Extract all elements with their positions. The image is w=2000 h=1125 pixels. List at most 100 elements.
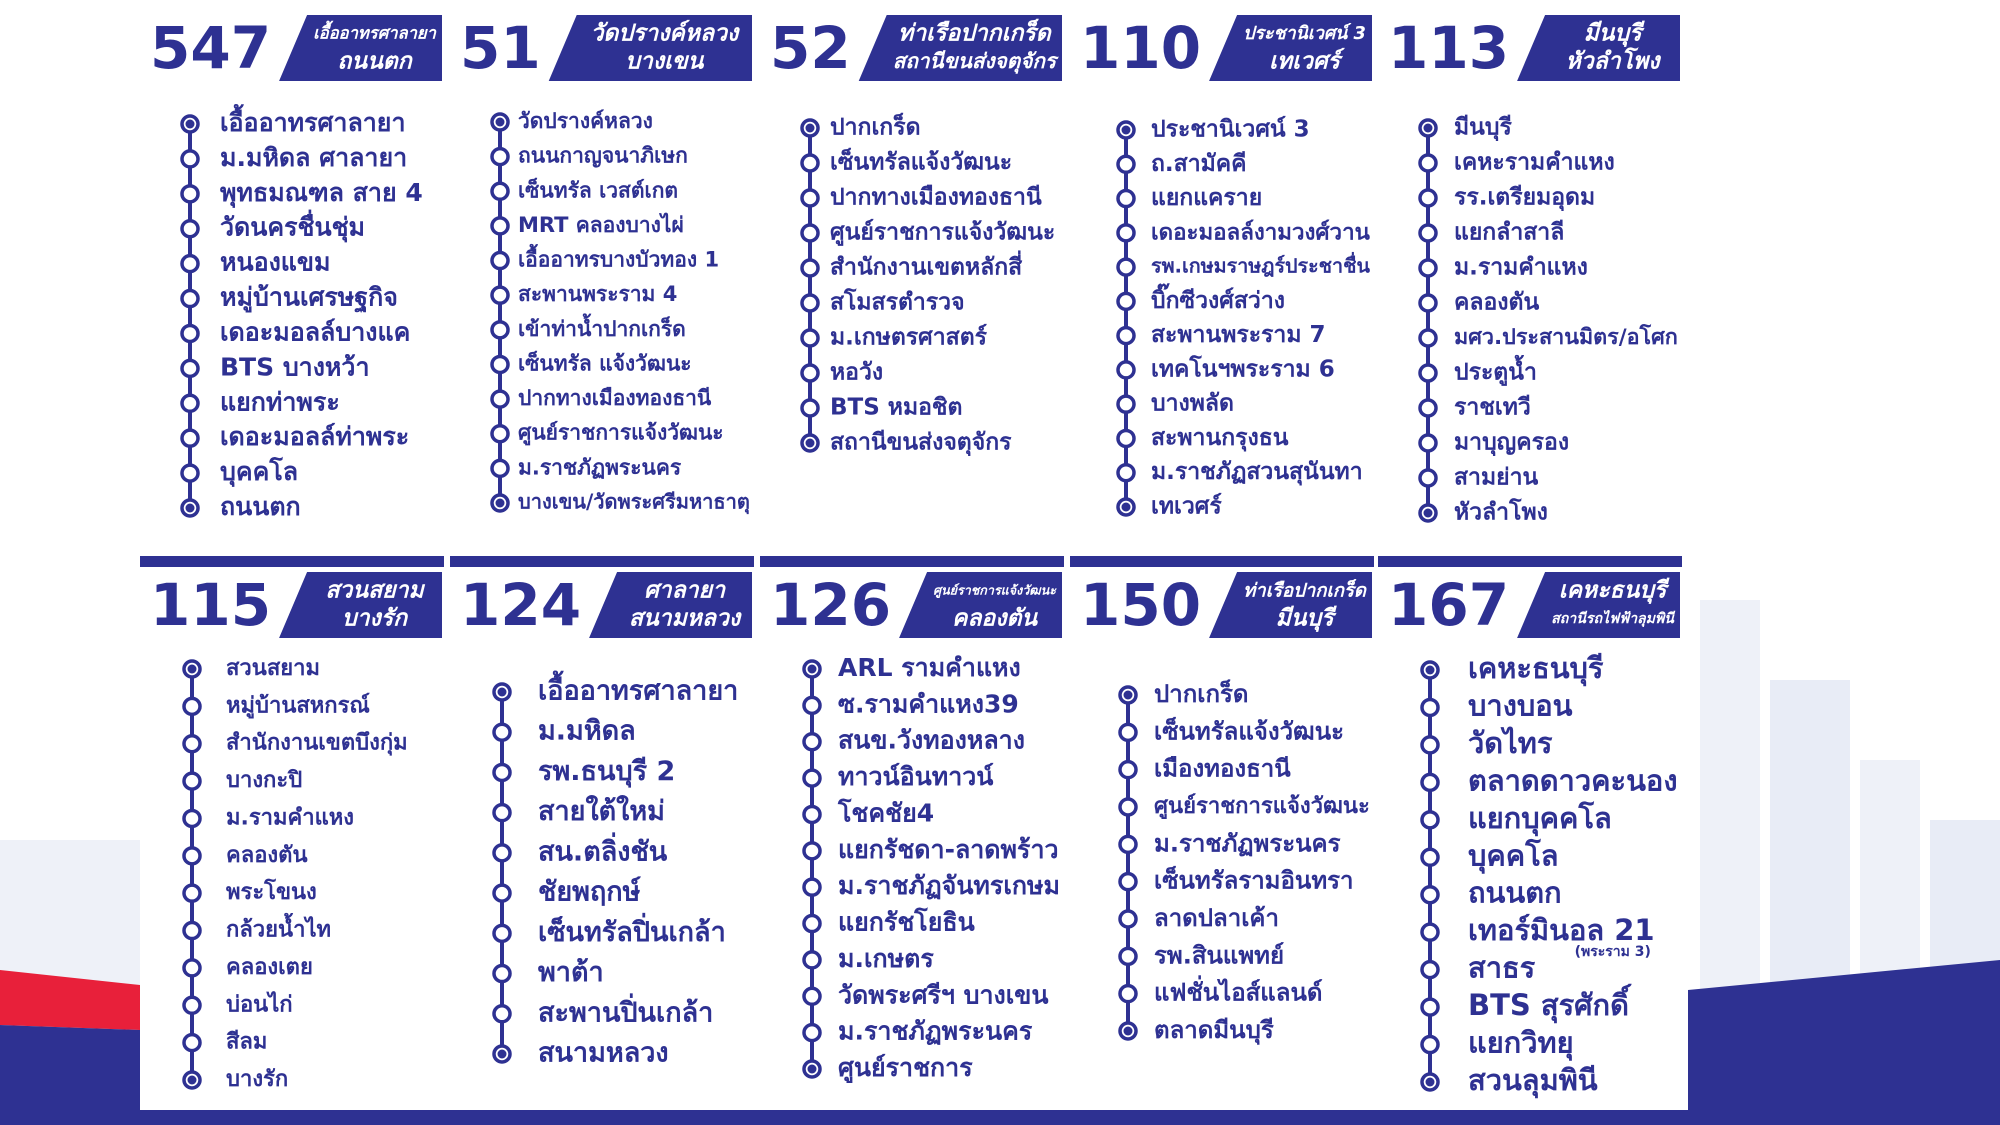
stop-name: บุคคโล bbox=[1468, 837, 1559, 873]
stop-dot bbox=[180, 428, 200, 448]
header-badge bbox=[1209, 572, 1372, 638]
stop-name: ถนนกาญจนาภิเษก bbox=[518, 144, 688, 169]
stop-dot bbox=[1418, 328, 1438, 348]
stop-name: แฟชั่นไอส์แลนด์ bbox=[1154, 975, 1322, 1007]
header-line: เคหะธนบุรี bbox=[1559, 578, 1670, 605]
stop-dot bbox=[180, 218, 200, 239]
header-badge bbox=[548, 15, 752, 81]
route: 52 ท่าเรือปากเกร็ดสถานีขนส่งจตุจักรปากเกร… bbox=[770, 14, 1062, 457]
stop-dot bbox=[1116, 188, 1136, 209]
stop-dot bbox=[1418, 258, 1438, 278]
stop-dot bbox=[1116, 462, 1136, 483]
stop-name: สีลม bbox=[226, 1030, 267, 1055]
stop-dot bbox=[802, 841, 822, 861]
stop-name: แยกแคราย bbox=[1151, 185, 1262, 211]
stop-note: (พระราม 3) bbox=[1575, 944, 1651, 960]
header-line: ท่าเรือปากเกร็ด bbox=[1243, 579, 1368, 602]
stop-name: ราชเทวี bbox=[1454, 395, 1531, 421]
stop-name: บุคคโล bbox=[220, 456, 298, 488]
stop-dot bbox=[180, 323, 200, 344]
stop-name: มีนบุรี bbox=[1454, 115, 1512, 142]
stop-name: บิ๊กซีวงศ์สว่าง bbox=[1151, 283, 1285, 314]
stop-name: สโมสรตำรวจ bbox=[830, 288, 965, 316]
route: 113 มีนบุรีหัวลำโพงมีนบุรีเคหะรามคำแหงรร.… bbox=[1388, 14, 1680, 526]
stop-name: วัดพระศรีฯ บางเขน bbox=[838, 980, 1049, 1009]
stop-name: BTS บางหว้า bbox=[220, 352, 370, 381]
stop-name: วัดปรางค์หลวง bbox=[518, 109, 653, 133]
stop-name: สะพานพระราม 4 bbox=[518, 282, 677, 306]
stop-dot bbox=[1116, 428, 1136, 449]
stop-dot bbox=[800, 223, 820, 243]
stop-dot bbox=[1418, 398, 1438, 418]
header-line: บางเขน bbox=[625, 49, 704, 75]
stop-dot bbox=[492, 923, 512, 944]
stop-name: เคหะธนบุรี bbox=[1468, 651, 1604, 686]
stop-dot bbox=[182, 883, 202, 903]
stop-dot bbox=[180, 463, 200, 483]
stop-dot bbox=[1420, 772, 1440, 793]
route-number: 547 bbox=[150, 14, 271, 82]
stop-name: ศูนย์ราชการแจ้งวัฒนะ bbox=[518, 421, 724, 447]
stop-name: ประชานิเวศน์ 3 bbox=[1151, 116, 1310, 143]
stop-dot-center bbox=[497, 687, 507, 697]
stop-dot-center bbox=[185, 119, 195, 129]
divider bbox=[760, 556, 1064, 567]
stop-dot bbox=[180, 393, 200, 414]
route: 167 เคหะธนบุรีสถานีรถไฟฟ้าลุมพินีเคหะธนบุ… bbox=[1388, 571, 1680, 1098]
header-badge bbox=[279, 572, 442, 638]
stop-name: เซ็นทรัลแจ้งวัฒนะ bbox=[830, 147, 1012, 176]
header-line: สวนสยาม bbox=[325, 578, 425, 604]
stop-name: เคหะรามคำแหง bbox=[1454, 150, 1615, 176]
stop-dot bbox=[802, 877, 822, 897]
stop-dot bbox=[182, 958, 202, 978]
stop-name: ถนนตก bbox=[220, 492, 301, 521]
stop-dot bbox=[180, 149, 200, 169]
stop-name: แยกท่าพระ bbox=[220, 387, 340, 416]
stop-name: หนองแขม bbox=[220, 248, 330, 277]
header-line: มีนบุรี bbox=[1584, 21, 1646, 48]
stop-name: BTS สุรศักดิ์ bbox=[1468, 983, 1632, 1023]
divider bbox=[1070, 556, 1374, 567]
stop-dot bbox=[802, 731, 822, 752]
stop-name: ศูนย์ราชการแจ้งวัฒนะ bbox=[830, 219, 1055, 247]
stop-name: ม.มหิดล ศาลายา bbox=[220, 143, 407, 172]
stop-dot bbox=[1118, 983, 1138, 1004]
stop-name: แยกรัชดา-ลาดพร้าว bbox=[838, 835, 1059, 864]
header-line: ท่าเรือปากเกร็ด bbox=[898, 19, 1053, 47]
stop-dot bbox=[180, 288, 200, 309]
stop-dot bbox=[180, 253, 200, 274]
route: 150 ท่าเรือปากเกร็ดมีนบุรีปากเกร็ดเซ็นทรั… bbox=[1080, 571, 1372, 1046]
stop-name: พุทธมณฑล สาย 4 bbox=[220, 178, 423, 209]
stop-name: ศูนย์ราชการแจ้งวัฒนะ bbox=[1154, 793, 1370, 820]
header-line: ศูนย์ราชการแจ้งวัฒนะ bbox=[933, 583, 1057, 599]
stop-dot-center bbox=[1425, 665, 1435, 675]
background bbox=[0, 600, 2000, 1125]
stop-name: เข้าท่าน้ำปากเกร็ด bbox=[518, 313, 686, 341]
stop-name: รพ.เกษมราษฎร์ประชาชื่น bbox=[1151, 252, 1370, 278]
stop-name: บางพลัด bbox=[1151, 391, 1234, 417]
stop-dot-center bbox=[1123, 690, 1133, 700]
stop-name: เอื้ออาทรศาลายา bbox=[220, 103, 406, 137]
stop-dot bbox=[1116, 394, 1136, 414]
stop-name: ศูนย์ราชการ bbox=[838, 1053, 973, 1084]
stop-dot-center bbox=[497, 1049, 507, 1059]
stop-name: ตลาดดาวคะนอง bbox=[1468, 763, 1678, 797]
stop-dot bbox=[1118, 834, 1138, 855]
stop-dot bbox=[490, 354, 510, 375]
header-line: เทเวศร์ bbox=[1269, 48, 1345, 75]
stop-name: แยกลำสาลี bbox=[1454, 220, 1564, 246]
stop-dot bbox=[1418, 188, 1438, 208]
stop-dot bbox=[1420, 884, 1440, 905]
header-line: วัดปรางค์หลวง bbox=[590, 20, 740, 47]
stop-dot bbox=[802, 804, 822, 825]
routes: 547 เอื้ออาทรศาลายาถนนตกเอื้ออาทรศาลายาม.… bbox=[150, 14, 1680, 1098]
header-line: ประชานิเวศน์ 3 bbox=[1243, 23, 1366, 44]
header-line: สถานีขนส่งจตุจักร bbox=[893, 49, 1059, 74]
header-line: คลองตัน bbox=[952, 606, 1038, 632]
stop-name: หัวลำโพง bbox=[1454, 498, 1548, 526]
divider bbox=[140, 556, 444, 567]
stop-name: สนามหลวง bbox=[538, 1038, 669, 1069]
header-badge bbox=[1517, 572, 1680, 638]
